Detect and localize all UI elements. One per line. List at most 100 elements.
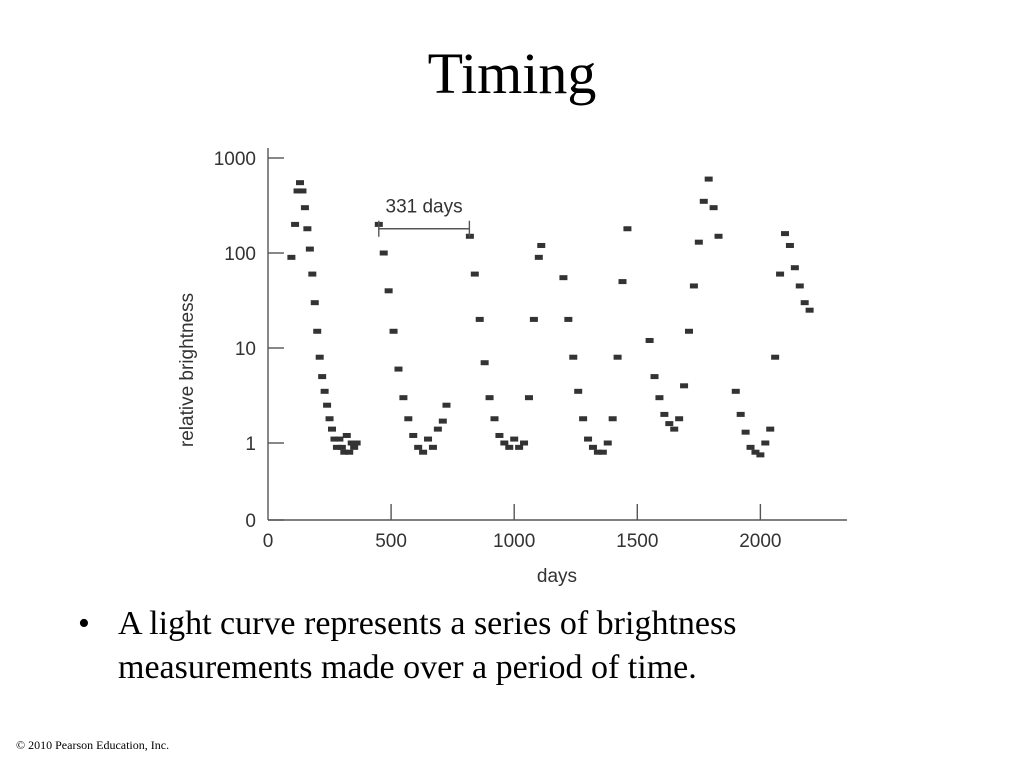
data-point xyxy=(384,288,393,294)
data-point xyxy=(529,316,538,322)
data-point xyxy=(766,426,775,432)
data-point xyxy=(308,271,317,277)
data-point xyxy=(310,300,319,306)
data-point xyxy=(781,231,789,237)
data-point xyxy=(579,416,588,422)
data-points xyxy=(287,176,814,458)
data-point xyxy=(564,316,573,322)
data-point xyxy=(694,239,703,245)
data-point xyxy=(665,421,674,427)
data-point xyxy=(534,254,543,260)
x-tick-label: 500 xyxy=(375,531,407,552)
data-point xyxy=(584,436,593,442)
data-point xyxy=(328,426,337,432)
data-point xyxy=(323,402,332,408)
data-point xyxy=(298,188,307,194)
data-point xyxy=(350,444,359,450)
data-point xyxy=(394,366,403,372)
data-point xyxy=(613,354,622,360)
data-point xyxy=(680,383,689,389)
data-point xyxy=(419,449,428,455)
data-point xyxy=(345,449,354,455)
data-point xyxy=(296,180,305,186)
x-tick-label: 0 xyxy=(263,531,274,552)
data-point xyxy=(495,432,504,438)
data-point xyxy=(559,275,568,281)
data-point xyxy=(480,360,489,366)
data-point xyxy=(293,188,302,194)
data-point xyxy=(325,416,334,422)
slide-title: Timing xyxy=(427,41,597,106)
data-point xyxy=(379,250,388,256)
data-point xyxy=(650,374,659,380)
data-point xyxy=(315,354,324,360)
data-point xyxy=(790,265,799,271)
data-point xyxy=(805,307,814,313)
data-point xyxy=(424,436,433,442)
data-point xyxy=(800,300,809,306)
data-point xyxy=(335,436,344,442)
data-point xyxy=(515,444,524,450)
x-tick-label: 2000 xyxy=(739,531,781,552)
data-point xyxy=(598,449,607,455)
data-point xyxy=(608,416,617,422)
data-point xyxy=(741,429,750,435)
bullet-text: A light curve represents a series of bri… xyxy=(118,605,737,686)
data-point xyxy=(756,452,765,458)
data-point xyxy=(510,436,519,442)
data-point xyxy=(623,226,632,232)
data-point xyxy=(588,444,597,450)
light-curve-chart: 0 1 10 100 1000 0 500 1000 1500 2000 331 days day… xyxy=(177,148,847,587)
bullet-point: • A light curve represents a series of b… xyxy=(78,602,938,690)
data-point xyxy=(670,426,679,432)
chart-axes xyxy=(267,148,847,521)
data-point xyxy=(320,388,329,394)
data-point xyxy=(347,440,356,446)
data-point xyxy=(500,440,509,446)
data-point xyxy=(485,395,494,401)
data-point xyxy=(714,233,723,239)
data-point xyxy=(404,416,413,422)
data-point xyxy=(433,426,442,432)
data-point xyxy=(442,402,451,408)
data-point xyxy=(524,395,533,401)
data-point xyxy=(731,388,740,394)
tick-labels: 0 1 10 100 1000 0 500 1000 1500 2000 xyxy=(214,149,782,552)
data-point xyxy=(704,176,713,182)
data-point xyxy=(660,411,669,417)
data-point xyxy=(520,440,529,446)
data-point xyxy=(438,418,447,424)
data-point xyxy=(771,354,780,360)
data-point xyxy=(470,271,479,277)
period-annotation: 331 days xyxy=(378,197,471,237)
data-point xyxy=(574,388,583,394)
data-point xyxy=(709,205,718,211)
data-point xyxy=(537,242,546,248)
bullet-marker: • xyxy=(78,605,90,642)
data-point xyxy=(389,328,398,334)
data-point xyxy=(505,444,514,450)
data-point xyxy=(645,337,654,343)
y-tick-label: 100 xyxy=(224,244,256,265)
data-point xyxy=(330,436,339,442)
x-tick-label: 1000 xyxy=(493,531,535,552)
data-point xyxy=(761,440,770,446)
data-point xyxy=(689,283,698,289)
y-tick-label: 1000 xyxy=(214,149,256,170)
y-tick-label: 10 xyxy=(235,339,256,360)
data-point xyxy=(399,395,408,401)
data-point xyxy=(287,254,296,260)
data-point xyxy=(746,444,755,450)
y-tick-label: 0 xyxy=(245,511,256,532)
data-point xyxy=(699,198,708,204)
data-point xyxy=(318,374,327,380)
data-point xyxy=(751,449,760,455)
data-point xyxy=(342,432,351,438)
data-point xyxy=(593,449,602,455)
data-point xyxy=(795,283,804,289)
data-point xyxy=(785,242,794,248)
data-point xyxy=(428,444,437,450)
data-point xyxy=(300,205,309,211)
y-tick-label: 1 xyxy=(245,434,256,455)
data-point xyxy=(776,271,785,277)
